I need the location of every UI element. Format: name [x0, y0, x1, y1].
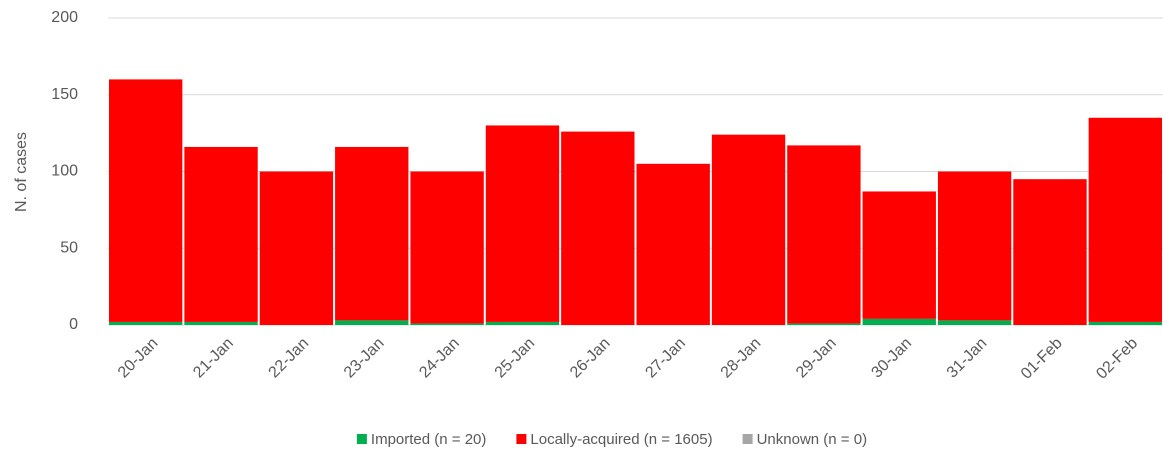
x-tick-label: 20-Jan — [115, 335, 162, 382]
legend-swatch — [516, 434, 527, 444]
bar-segment — [335, 146, 409, 321]
bar-segment — [109, 321, 183, 325]
x-tick-label: 31-Jan — [944, 335, 991, 382]
bar-segment — [259, 171, 334, 325]
bar-segment — [335, 320, 409, 325]
x-tick-label: 30-Jan — [868, 335, 915, 382]
bar-segment — [787, 323, 861, 325]
x-tick-label: 27-Jan — [642, 335, 689, 382]
bar-segment — [184, 146, 258, 322]
x-tick-label: 26-Jan — [567, 335, 614, 382]
bar-segment — [787, 145, 861, 324]
x-tick-label: 28-Jan — [718, 335, 765, 382]
bar-segment — [561, 131, 635, 325]
y-axis-label: N. of cases — [13, 132, 30, 212]
bar-segment — [485, 321, 560, 325]
y-tick-label: 100 — [51, 163, 78, 180]
x-tick-label: 22-Jan — [266, 335, 313, 382]
x-tick-label: 23-Jan — [341, 335, 388, 382]
x-tick-label: 29-Jan — [793, 335, 840, 382]
x-tick-label: 21-Jan — [190, 335, 237, 382]
y-tick-label: 200 — [51, 9, 78, 26]
legend-label: Unknown (n = 0) — [757, 431, 867, 448]
y-tick-label: 50 — [60, 239, 78, 256]
bar-segment — [485, 125, 560, 322]
legend-swatch — [356, 434, 367, 444]
bar-segment — [862, 318, 936, 325]
y-tick-label: 0 — [69, 316, 78, 333]
x-tick-label: 24-Jan — [416, 335, 463, 382]
bar-segment — [1013, 179, 1087, 325]
bar-segment — [184, 321, 258, 325]
legend-label: Locally-acquired (n = 1605) — [530, 431, 712, 448]
bar-segment — [862, 191, 936, 319]
bar-segment — [636, 163, 710, 325]
bar-segment — [410, 323, 484, 325]
x-tick-label: 02-Feb — [1093, 335, 1141, 383]
x-tick-label: 25-Jan — [492, 335, 539, 382]
bar-segment — [1088, 321, 1162, 325]
bar-segment — [937, 320, 1012, 325]
x-tick-label: 01-Feb — [1018, 335, 1066, 383]
y-tick-label: 150 — [51, 86, 78, 103]
bar-segment — [109, 79, 183, 322]
bar-segment — [1088, 117, 1162, 322]
bar-segment — [711, 134, 786, 325]
legend-swatch — [742, 434, 753, 444]
legend-label: Imported (n = 20) — [371, 431, 486, 448]
bar-segment — [937, 171, 1012, 321]
bar-segment — [410, 171, 484, 324]
